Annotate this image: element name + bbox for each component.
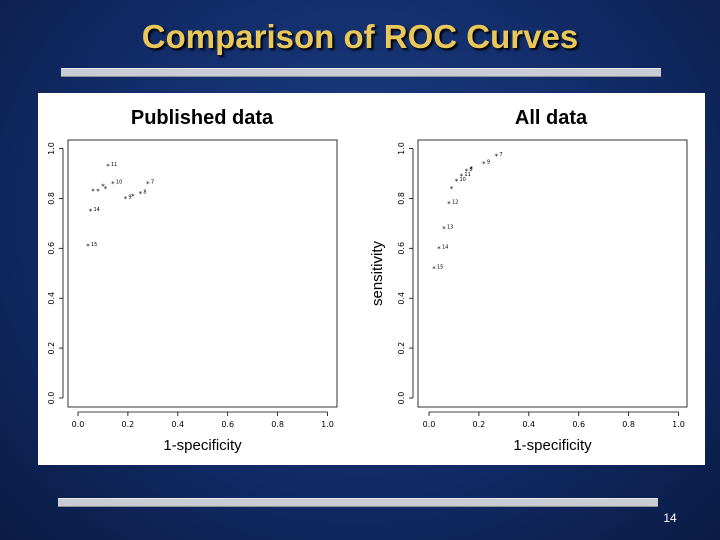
x-tick-label: 1.0 xyxy=(672,420,685,429)
data-point-label: 15 xyxy=(437,264,443,270)
x-tick-label: 0.4 xyxy=(522,420,535,429)
data-point-label: 12 xyxy=(452,199,458,205)
data-point-label: 14 xyxy=(442,244,448,250)
y-tick-label: 0.0 xyxy=(47,392,56,405)
data-point: * xyxy=(442,225,446,233)
data-point: * xyxy=(447,200,451,208)
data-point: * xyxy=(104,185,108,193)
data-point-label: 14 xyxy=(93,207,99,213)
x-tick-label: 0.8 xyxy=(271,420,284,429)
y-tick-label: 1.0 xyxy=(47,142,56,155)
data-point-label: 13 xyxy=(447,224,453,230)
data-point: * xyxy=(495,152,499,160)
data-point: * xyxy=(96,187,100,195)
x-tick-label: 1.0 xyxy=(321,420,334,429)
data-point: * xyxy=(432,265,436,273)
x-tick-label: 0.2 xyxy=(473,420,486,429)
x-tick-label: 0.8 xyxy=(622,420,635,429)
data-point-label: 15 xyxy=(91,242,97,248)
y-tick-label: 1.0 xyxy=(397,142,406,155)
data-point: * xyxy=(450,185,454,193)
panel-published: Published data 0.0 0.2 0.4 0.6 0.8 1.0 0.0 0.2 0.… xyxy=(47,107,338,454)
data-point: * xyxy=(437,245,441,253)
plot-frame xyxy=(417,139,688,408)
data-point: * xyxy=(465,167,469,175)
data-point-label: 7 xyxy=(499,152,502,158)
data-point-label: 10 xyxy=(459,177,465,183)
data-point: * xyxy=(111,180,115,188)
data-point: * xyxy=(131,192,135,200)
data-point-label: 9 xyxy=(487,159,490,165)
data-point-label: 10 xyxy=(116,179,122,185)
data-point: * xyxy=(101,182,105,190)
panel-title: All data xyxy=(515,107,588,129)
x-tick-label: 0.0 xyxy=(72,420,85,429)
data-point: * xyxy=(460,172,464,180)
data-point: * xyxy=(470,165,474,173)
plot-frame xyxy=(67,139,338,408)
data-point-label: 8 xyxy=(143,189,146,195)
data-point-label: 8 xyxy=(469,167,472,173)
footer-rule xyxy=(58,498,658,507)
data-point: * xyxy=(146,180,150,188)
data-point: * xyxy=(86,242,90,250)
data-point-label: 9 xyxy=(128,194,131,200)
slide-title: Comparison of ROC Curves xyxy=(141,18,579,55)
y-tick-label: 0.2 xyxy=(397,342,406,355)
y-tick-label: 0.8 xyxy=(47,192,56,205)
data-point: * xyxy=(91,187,95,195)
data-point-label: 11 xyxy=(464,172,470,178)
data-point: * xyxy=(482,160,486,168)
y-tick-label: 0.4 xyxy=(397,292,406,305)
y-axis-label: sensitivity xyxy=(369,240,386,306)
data-point: * xyxy=(124,195,128,203)
roc-figure: Published data 0.0 0.2 0.4 0.6 0.8 1.0 0.0 0.2 0.… xyxy=(38,93,705,465)
y-tick-label: 0.8 xyxy=(397,192,406,205)
y-tick-label: 0.0 xyxy=(397,392,406,405)
x-tick-label: 0.0 xyxy=(423,420,436,429)
x-axis-label: 1-specificity xyxy=(163,437,242,454)
data-point: * xyxy=(139,190,143,198)
x-tick-label: 0.6 xyxy=(221,420,234,429)
x-tick-label: 0.2 xyxy=(122,420,135,429)
y-tick-label: 0.6 xyxy=(397,242,406,255)
data-point: * xyxy=(455,177,459,185)
y-tick-label: 0.6 xyxy=(47,242,56,255)
data-point: * xyxy=(89,207,93,215)
y-tick-label: 0.2 xyxy=(47,342,56,355)
y-tick-label: 0.4 xyxy=(47,292,56,305)
panel-title: Published data xyxy=(131,107,274,129)
x-tick-label: 0.6 xyxy=(572,420,585,429)
panel-all: All data 0.0 0.2 0.4 0.6 0.8 1.0 0.0 0.2 0.4 0.6 0.… xyxy=(369,107,688,454)
page-number: 14 xyxy=(663,511,677,525)
roc-figure-svg: Published data 0.0 0.2 0.4 0.6 0.8 1.0 0.0 0.2 0.… xyxy=(47,107,688,454)
title-underline xyxy=(61,68,661,77)
x-axis-label: 1-specificity xyxy=(513,437,592,454)
data-point-label: 7 xyxy=(151,179,154,185)
x-tick-label: 0.4 xyxy=(171,420,184,429)
data-point-label: 11 xyxy=(111,162,117,168)
data-point: * xyxy=(106,162,110,170)
